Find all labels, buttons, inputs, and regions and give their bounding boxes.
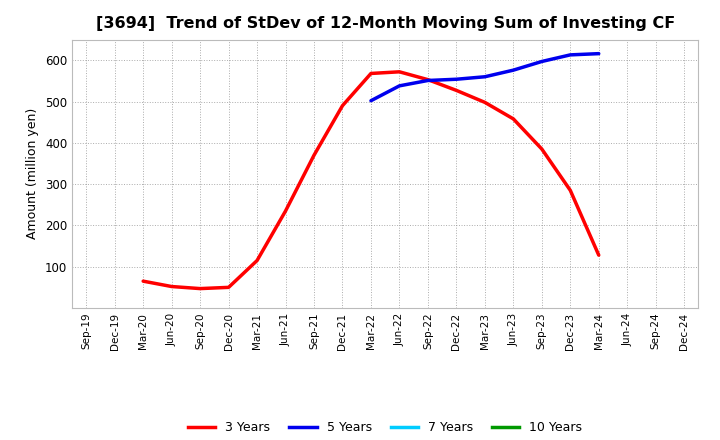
Title: [3694]  Trend of StDev of 12-Month Moving Sum of Investing CF: [3694] Trend of StDev of 12-Month Moving… [96,16,675,32]
Legend: 3 Years, 5 Years, 7 Years, 10 Years: 3 Years, 5 Years, 7 Years, 10 Years [183,416,588,439]
Y-axis label: Amount (million yen): Amount (million yen) [27,108,40,239]
